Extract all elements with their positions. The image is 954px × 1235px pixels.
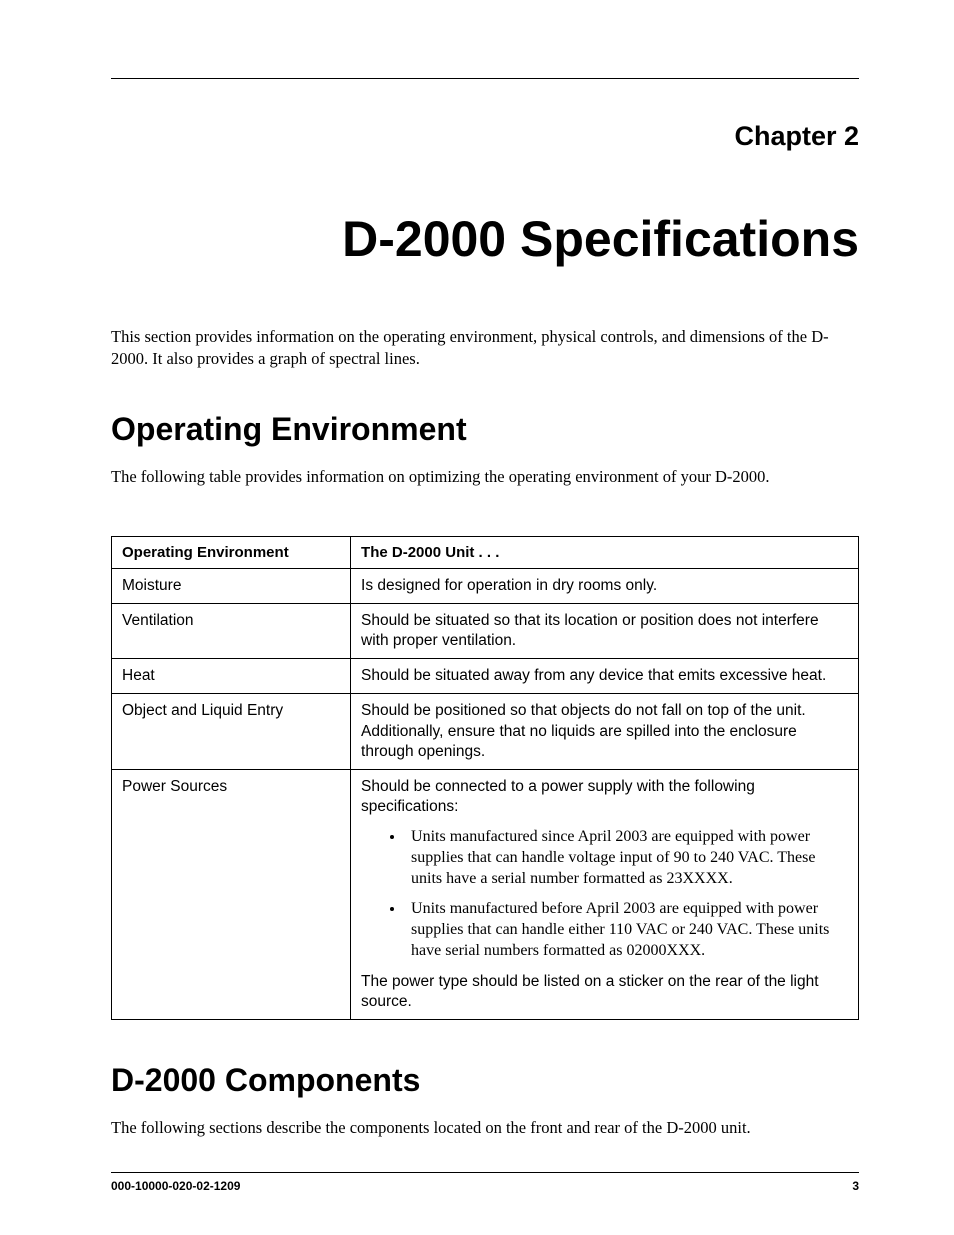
- page-footer: 000-10000-020-02-1209 3: [111, 1172, 859, 1193]
- table-cell-value: Should be positioned so that objects do …: [351, 694, 859, 769]
- power-sources-lead: Should be connected to a power supply wi…: [361, 777, 848, 817]
- table-cell-value: Should be situated away from any device …: [351, 659, 859, 694]
- section-heading-components: D-2000 Components: [111, 1062, 859, 1099]
- top-rule: [111, 78, 859, 79]
- table-cell-label: Object and Liquid Entry: [112, 694, 351, 769]
- table-header-row: Operating Environment The D-2000 Unit . …: [112, 536, 859, 568]
- power-sources-trail: The power type should be listed on a sti…: [361, 972, 848, 1012]
- table-row: Ventilation Should be situated so that i…: [112, 603, 859, 658]
- footer-page-number: 3: [852, 1179, 859, 1193]
- chapter-label: Chapter 2: [111, 121, 859, 152]
- table-cell-power-sources: Should be connected to a power supply wi…: [351, 769, 859, 1019]
- operating-environment-table: Operating Environment The D-2000 Unit . …: [111, 536, 859, 1020]
- table-cell-label: Heat: [112, 659, 351, 694]
- power-sources-bullet: Units manufactured since April 2003 are …: [405, 827, 848, 889]
- table-row: Object and Liquid Entry Should be positi…: [112, 694, 859, 769]
- power-sources-bullet: Units manufactured before April 2003 are…: [405, 899, 848, 961]
- table-header-col2: The D-2000 Unit . . .: [351, 536, 859, 568]
- chapter-title: D-2000 Specifications: [111, 210, 859, 268]
- table-row: Power Sources Should be connected to a p…: [112, 769, 859, 1019]
- table-row: Moisture Is designed for operation in dr…: [112, 568, 859, 603]
- table-cell-label: Ventilation: [112, 603, 351, 658]
- power-sources-bullets: Units manufactured since April 2003 are …: [361, 827, 848, 962]
- section-intro-components: The following sections describe the comp…: [111, 1117, 859, 1139]
- table-row: Heat Should be situated away from any de…: [112, 659, 859, 694]
- table-cell-value: Is designed for operation in dry rooms o…: [351, 568, 859, 603]
- table-cell-value: Should be situated so that its location …: [351, 603, 859, 658]
- page-content: Chapter 2 D-2000 Specifications This sec…: [0, 0, 954, 1139]
- table-header-col1: Operating Environment: [112, 536, 351, 568]
- table-cell-label: Power Sources: [112, 769, 351, 1019]
- section-heading-operating-environment: Operating Environment: [111, 411, 859, 448]
- chapter-intro-text: This section provides information on the…: [111, 326, 859, 371]
- section-intro-operating-environment: The following table provides information…: [111, 466, 859, 488]
- footer-rule: [111, 1172, 859, 1173]
- footer-doc-id: 000-10000-020-02-1209: [111, 1179, 240, 1193]
- table-cell-label: Moisture: [112, 568, 351, 603]
- footer-row: 000-10000-020-02-1209 3: [111, 1179, 859, 1193]
